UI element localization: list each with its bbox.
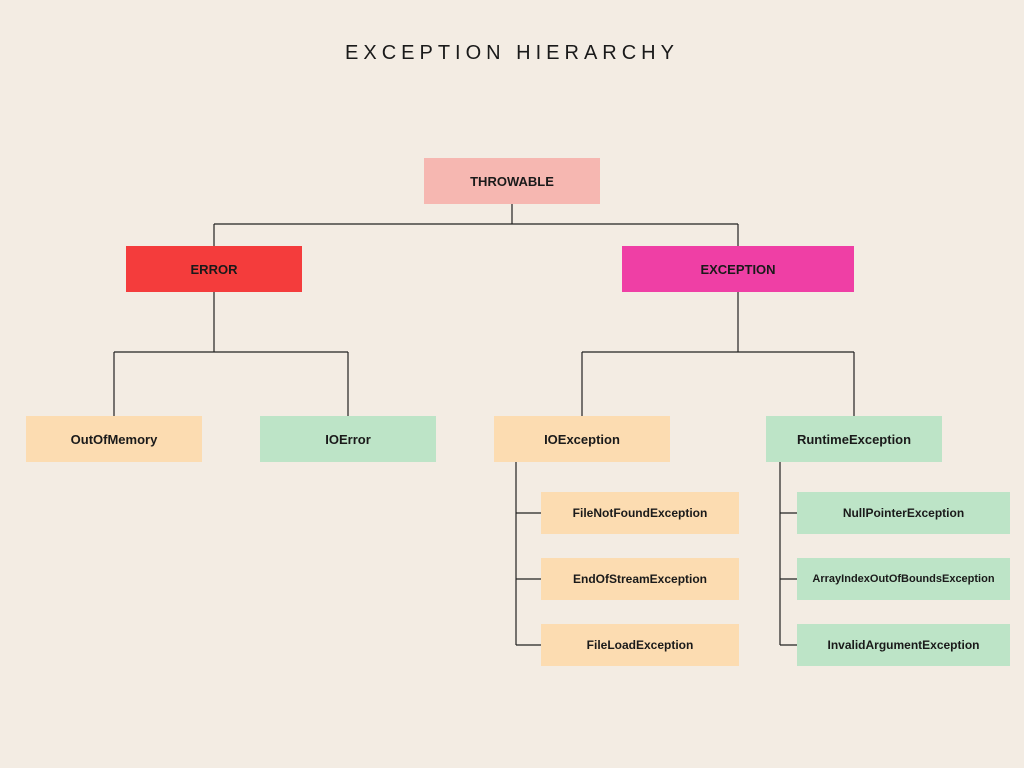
node-ioerror: IOError [260,416,436,462]
node-fle: FileLoadException [541,624,739,666]
node-fnf: FileNotFoundException [541,492,739,534]
node-oom: OutOfMemory [26,416,202,462]
node-error: ERROR [126,246,302,292]
node-iae: InvalidArgumentException [797,624,1010,666]
node-runtime: RuntimeException [766,416,942,462]
node-npe: NullPointerException [797,492,1010,534]
node-aiobe: ArrayIndexOutOfBoundsException [797,558,1010,600]
node-ioex: IOException [494,416,670,462]
node-eos: EndOfStreamException [541,558,739,600]
node-exception: EXCEPTION [622,246,854,292]
node-throwable: THROWABLE [424,158,600,204]
diagram-title: EXCEPTION HIERARCHY [0,42,1024,65]
